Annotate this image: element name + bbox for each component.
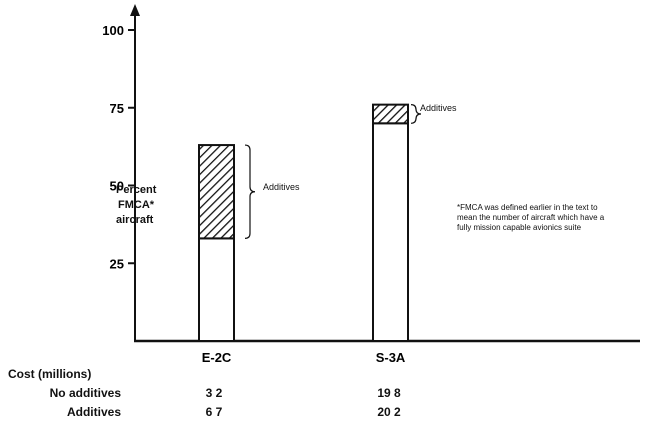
- cost-header: Cost (millions): [8, 367, 92, 381]
- cost-row-label-additives: Additives: [66, 405, 121, 419]
- footnote: *FMCA was defined earlier in the text to…: [457, 203, 605, 232]
- y-tick-label-25: 25: [110, 256, 124, 271]
- y-axis-arrowhead: [130, 4, 140, 16]
- y-tick-label-50: 50: [110, 179, 124, 194]
- annotation-additives-e2c: Additives: [263, 182, 300, 192]
- y-tick-label-75: 75: [110, 101, 124, 116]
- cost-row-label-no-additives: No additives: [49, 386, 121, 400]
- y-label-line-3: aircraft: [116, 214, 154, 226]
- cost-e2c-additives: 6 7: [205, 405, 223, 419]
- cost-s3a-additives: 20 2: [377, 405, 401, 419]
- y-tick-label-100: 100: [102, 23, 124, 38]
- bar-s3a-base: [372, 122, 409, 342]
- bar-s3a-additives: [372, 103, 409, 125]
- bracket-additives-s3a: [410, 104, 422, 124]
- y-label-line-1: Percent: [116, 184, 157, 196]
- bracket-additives-e2c: [244, 144, 256, 239]
- x-tick-label-s3a: S-3A: [376, 350, 406, 365]
- y-label-line-2: FMCA*: [118, 199, 155, 211]
- annotation-additives-s3a: Additives: [420, 103, 457, 113]
- cost-e2c-no-additives: 3 2: [205, 386, 223, 400]
- cost-s3a-no-additives: 19 8: [377, 386, 401, 400]
- bar-e2c-additives: [198, 144, 235, 240]
- x-tick-label-e2c: E-2C: [202, 350, 232, 365]
- bar-e2c-base: [198, 237, 235, 342]
